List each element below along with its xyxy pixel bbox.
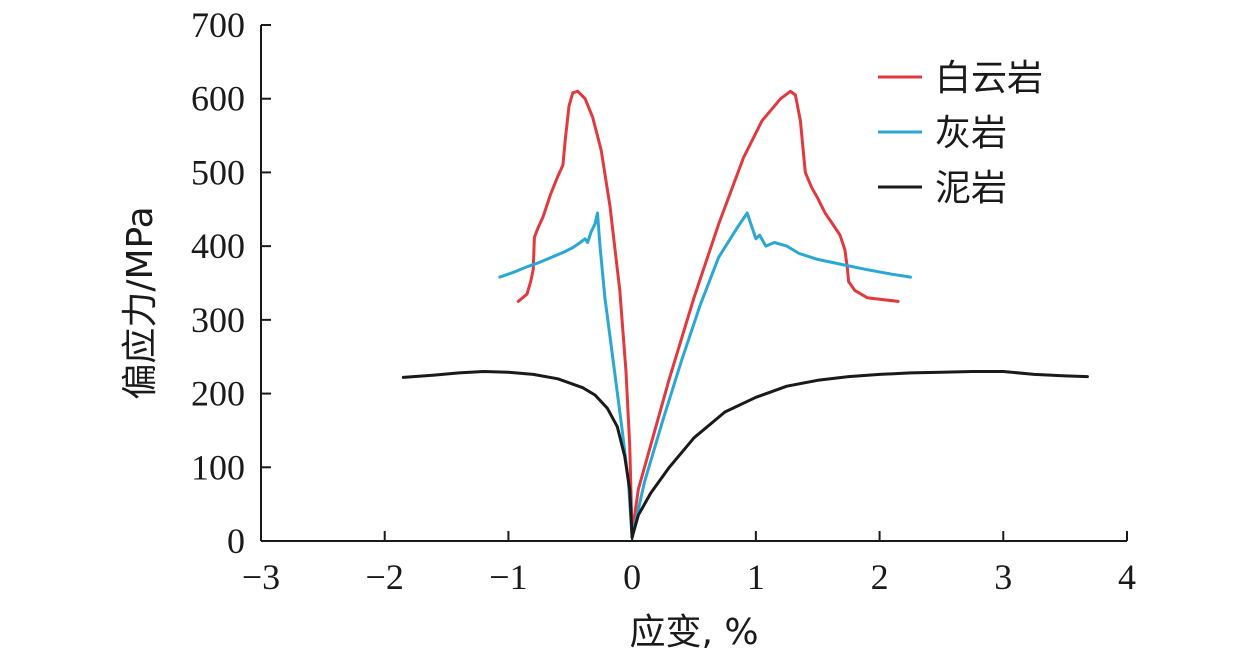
series-limestone-right [630, 211, 912, 539]
legend-label-dolomite: 白云岩 [935, 58, 1043, 99]
series-limestone-left [498, 211, 634, 539]
series-dolomite-left [516, 89, 634, 536]
series-lines [401, 89, 1089, 539]
x-axis-title: 应变, % [629, 612, 758, 653]
legend-label-mudstone: 泥岩 [935, 168, 1007, 209]
series-mudstone-left [401, 370, 634, 539]
y-tick-label: 0 [227, 521, 245, 561]
y-tick-label: 400 [191, 226, 245, 266]
series-dolomite-right [630, 89, 900, 536]
x-tick-label: −3 [242, 557, 280, 597]
y-axis-title: 偏应力/MPa [120, 206, 161, 399]
axes: 0 100 200 300 400 500 600 700 −3 −2 −1 0 1 2 3 4 [191, 5, 1136, 597]
y-tick-label: 500 [191, 152, 245, 192]
y-tick-label: 100 [191, 447, 245, 487]
y-tick-label: 600 [191, 79, 245, 119]
x-tick-label: 3 [994, 557, 1012, 597]
legend-label-limestone: 灰岩 [935, 113, 1007, 154]
x-tick-label: 1 [747, 557, 765, 597]
y-tick-label: 300 [191, 300, 245, 340]
x-tick-label: 2 [871, 557, 889, 597]
y-tick-label: 200 [191, 374, 245, 414]
x-tick-label: 4 [1118, 557, 1136, 597]
x-tick-label: 0 [623, 557, 641, 597]
x-tick-label: −1 [489, 557, 527, 597]
series-mudstone-right [630, 370, 1089, 539]
y-tick-label: 700 [191, 5, 245, 45]
x-tick-label: −2 [366, 557, 404, 597]
